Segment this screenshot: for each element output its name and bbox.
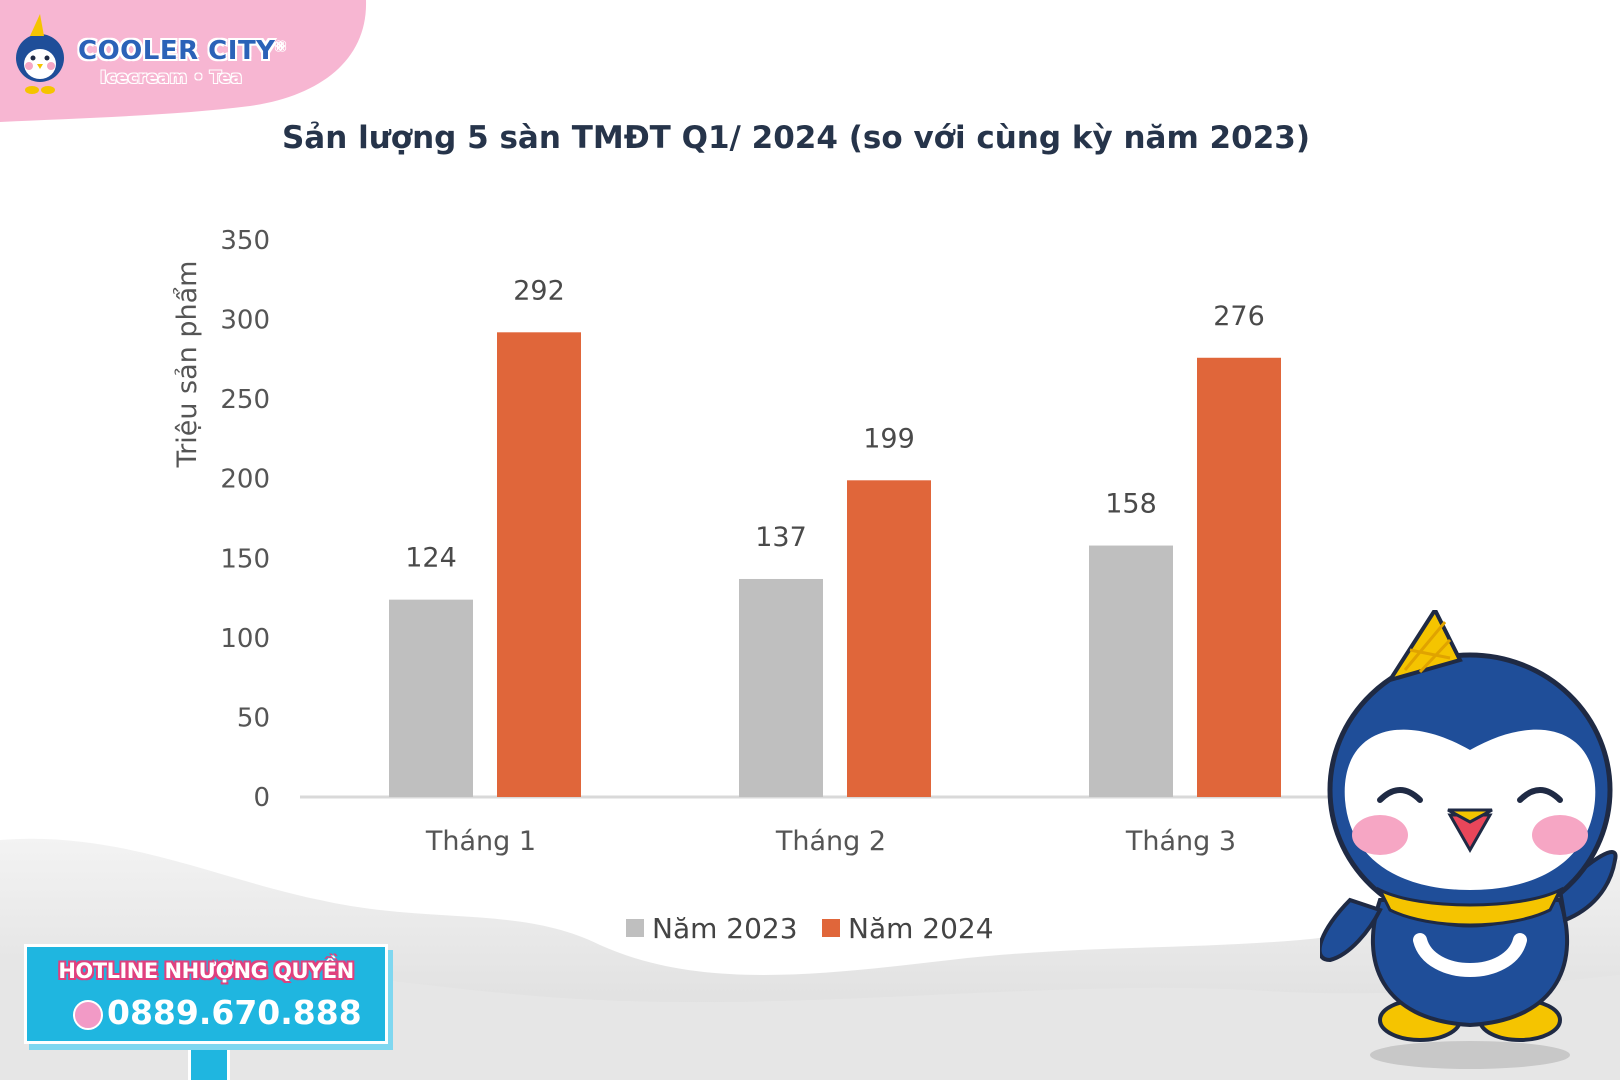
brand-corner-shape xyxy=(0,0,367,122)
phone-icon xyxy=(73,1000,103,1030)
hotline-banner[interactable]: HOTLINE NHƯỢNG QUYỀN 0889.670.888 xyxy=(24,944,388,1044)
y-tick-label: 300 xyxy=(220,306,270,336)
legend-label: Năm 2024 xyxy=(848,912,994,945)
y-tick-label: 150 xyxy=(220,544,270,574)
bar xyxy=(1089,545,1173,797)
legend-swatch xyxy=(822,919,840,937)
y-axis-title: Triệu sản phẩm xyxy=(172,261,203,469)
y-tick-label: 250 xyxy=(220,385,270,415)
hotline-label: HOTLINE NHƯỢNG QUYỀN xyxy=(58,959,354,983)
y-tick-label: 350 xyxy=(220,226,270,256)
hotline-sign-post xyxy=(188,1044,230,1080)
brand-tagline: Icecream • Tea xyxy=(100,68,243,88)
data-label: 137 xyxy=(755,522,807,553)
penguin-mascot-icon xyxy=(1320,610,1618,1069)
brand-name: COOLER CITY® xyxy=(78,36,287,66)
legend-swatch xyxy=(626,919,644,937)
x-tick-label: Tháng 2 xyxy=(775,826,886,857)
y-tick-label: 50 xyxy=(237,703,270,733)
data-label: 199 xyxy=(863,423,915,454)
hotline-phone-number[interactable]: 0889.670.888 xyxy=(107,993,362,1032)
data-label: 124 xyxy=(405,543,457,574)
x-tick-label: Tháng 3 xyxy=(1125,826,1236,857)
y-tick-label: 100 xyxy=(220,624,270,654)
bar xyxy=(497,332,581,797)
y-tick-label: 0 xyxy=(253,783,270,813)
bar xyxy=(1197,357,1281,797)
x-tick-label: Tháng 1 xyxy=(425,826,536,857)
data-label: 292 xyxy=(513,275,565,306)
chart-title: Sản lượng 5 sàn TMĐT Q1/ 2024 (so với cù… xyxy=(281,120,1311,156)
brand-registered-mark: ® xyxy=(275,41,287,53)
bar xyxy=(389,599,473,797)
data-label: 158 xyxy=(1105,489,1157,520)
y-tick-label: 200 xyxy=(220,465,270,495)
penguin-mascot-logo-icon xyxy=(16,14,64,94)
legend-label: Năm 2023 xyxy=(652,912,798,945)
data-label: 276 xyxy=(1213,301,1265,332)
bar xyxy=(847,480,931,797)
bar xyxy=(739,578,823,797)
